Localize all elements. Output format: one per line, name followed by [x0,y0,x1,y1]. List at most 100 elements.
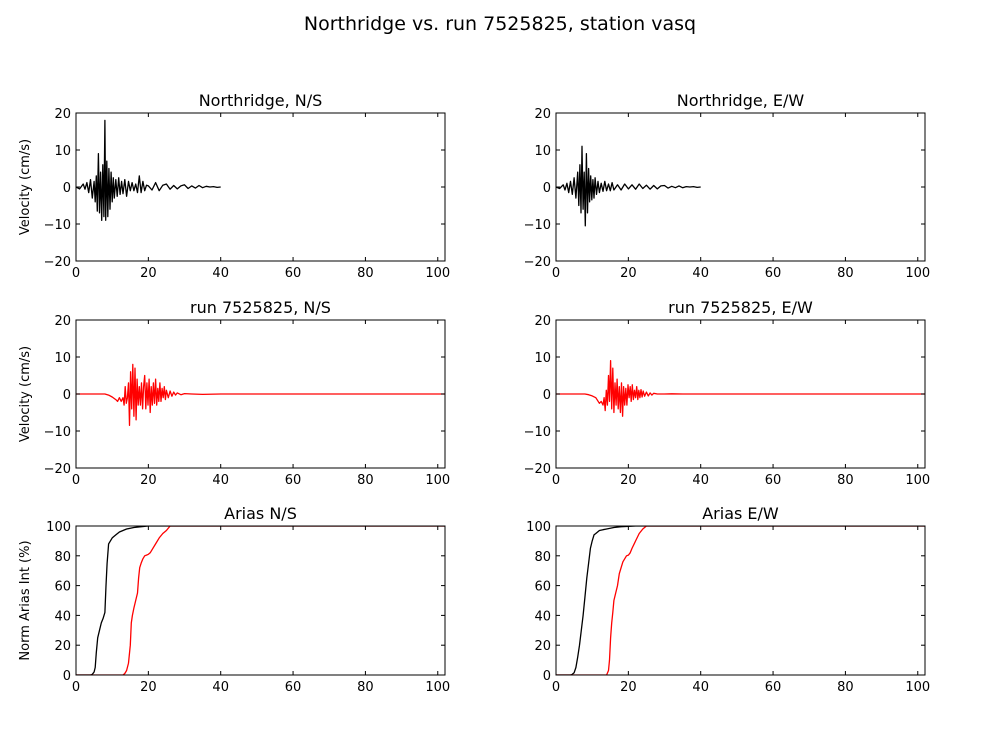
x-tick-label: 20 [140,680,157,695]
x-tick-label: 80 [837,266,854,281]
x-tick-label: 80 [357,266,374,281]
y-tick-label: 20 [534,314,551,329]
y-tick-label: −10 [524,218,551,233]
plot-frame [75,525,446,676]
y-tick-label: 0 [63,669,71,684]
x-tick-label: 60 [765,266,782,281]
y-tick-label: −20 [524,255,551,270]
x-tick-label: 0 [552,680,560,695]
subplot-title: Arias N/S [224,504,297,523]
series-group [76,363,445,427]
y-tick-label: −10 [524,425,551,440]
subplot-6: Arias E/W 0 20 40 60 80 100 0 20 40 60 80 100 [526,504,930,695]
y-tick-label: 80 [54,550,71,565]
series-line-1 [76,119,221,221]
series-group [556,526,925,675]
y-axis-label: Norm Arias Int (%) [18,540,33,660]
subplot-4: run 7525825, E/W 0 20 40 60 80 100 −20 −10 0 10 20 [524,298,931,488]
series-line-1 [76,526,445,675]
y-tick-label: −10 [44,425,71,440]
x-tick-label: 20 [620,473,637,488]
y-tick-label: 0 [63,181,71,196]
y-tick-label: 60 [534,580,551,595]
x-tick-label: 60 [765,680,782,695]
y-tick-label: 20 [54,107,71,122]
x-tick-label: 40 [212,680,229,695]
subplot-title: run 7525825, E/W [668,298,813,317]
x-tick-label: 40 [212,473,229,488]
x-tick-label: 60 [765,473,782,488]
x-tick-label: 20 [620,266,637,281]
figure-title: Northridge vs. run 7525825, station vasq [304,13,696,35]
y-tick-label: −20 [524,462,551,477]
x-tick-label: 20 [140,266,157,281]
y-tick-label: −20 [44,255,71,270]
x-tick-label: 100 [905,473,930,488]
y-tick-label: 10 [534,351,551,366]
y-tick-label: 10 [534,144,551,159]
y-tick-label: 0 [543,669,551,684]
series-group [76,526,445,675]
y-tick-label: −10 [44,218,71,233]
x-tick-label: 100 [425,473,450,488]
x-tick-label: 20 [140,473,157,488]
y-tick-label: 40 [534,609,551,624]
y-tick-label: −20 [44,462,71,477]
x-tick-label: 80 [357,680,374,695]
y-axis-label: Velocity (cm/s) [18,139,33,235]
x-tick-label: 40 [692,473,709,488]
y-tick-label: 0 [543,181,551,196]
plot-frame [555,525,926,676]
y-tick-label: 60 [54,580,71,595]
subplot-1: Northridge, N/S Velocity (cm/s) 0 20 40 60 80 1… [18,91,450,281]
subplot-3: run 7525825, N/S Velocity (cm/s) 0 20 40 60 80… [18,298,450,488]
y-tick-label: 80 [534,550,551,565]
x-tick-label: 100 [425,266,450,281]
x-tick-label: 100 [905,266,930,281]
x-tick-label: 0 [552,266,560,281]
x-tick-label: 40 [692,680,709,695]
x-tick-label: 100 [905,680,930,695]
subplot-title: Arias E/W [702,504,779,523]
y-tick-label: 0 [63,388,71,403]
subplot-2: Northridge, E/W 0 20 40 60 80 100 −20 −10 0 10 20 [524,91,931,281]
series-line-1 [76,363,445,427]
y-tick-label: 10 [54,351,71,366]
y-tick-label: 20 [534,107,551,122]
subplot-title: Northridge, N/S [199,91,323,110]
x-tick-label: 0 [72,473,80,488]
x-tick-label: 40 [212,266,229,281]
y-tick-label: 100 [46,520,71,535]
series-line-2 [556,526,925,675]
y-tick-label: 10 [54,144,71,159]
x-tick-label: 100 [425,680,450,695]
series-line-2 [76,526,445,675]
y-tick-label: 20 [54,314,71,329]
x-tick-label: 80 [357,473,374,488]
y-tick-label: 100 [526,520,551,535]
x-tick-label: 0 [72,266,80,281]
x-tick-label: 0 [72,680,80,695]
x-tick-label: 60 [285,680,302,695]
y-tick-label: 0 [543,388,551,403]
x-tick-label: 40 [692,266,709,281]
subplot-title: run 7525825, N/S [190,298,331,317]
y-tick-label: 20 [534,639,551,654]
x-tick-label: 80 [837,473,854,488]
x-tick-label: 0 [552,473,560,488]
x-tick-label: 20 [620,680,637,695]
y-axis-label: Velocity (cm/s) [18,346,33,442]
series-group [556,145,701,227]
series-line-1 [556,145,701,227]
subplot-grid: Northridge, N/S Velocity (cm/s) 0 20 40 60 80 1… [18,91,930,695]
subplot-title: Northridge, E/W [677,91,805,110]
series-group [76,119,221,221]
series-line-1 [556,360,925,417]
x-tick-label: 60 [285,266,302,281]
y-tick-label: 20 [54,639,71,654]
x-tick-label: 80 [837,680,854,695]
series-group [556,360,925,417]
series-line-1 [556,526,925,675]
